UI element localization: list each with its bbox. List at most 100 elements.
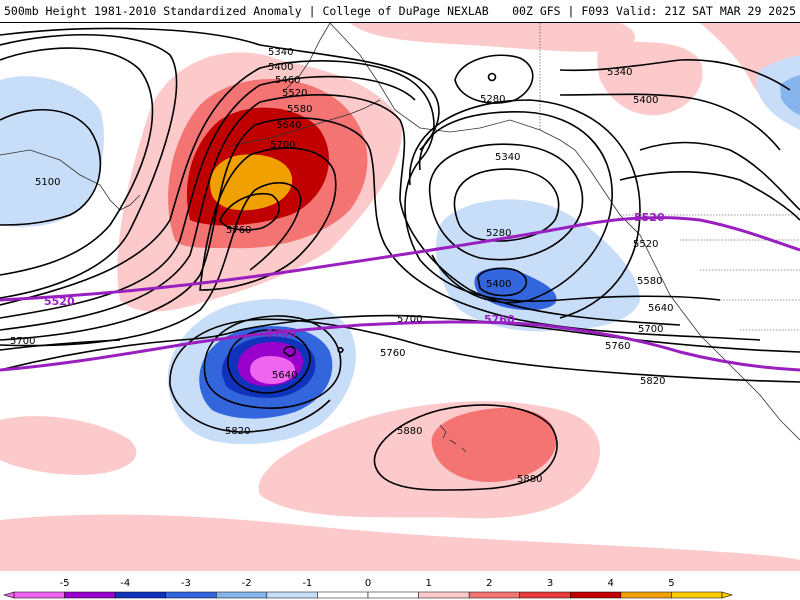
contour-5220: [0, 47, 154, 276]
label-5640-low: 5640: [272, 370, 297, 381]
contour-gulf-5340: [428, 143, 584, 261]
contour-5100: [0, 108, 102, 226]
label-5400-top: 5400: [268, 62, 293, 73]
thick-contour-labels: 5520 5520 5760 5760: [44, 211, 665, 340]
contour-5760: [219, 193, 281, 231]
colorbar-tick-label: 0: [365, 578, 371, 589]
colorbar-labels: -5 -4 -3 -2 -1 0 1 2 3 4 5: [60, 578, 675, 589]
thick-5520: [0, 216, 800, 302]
colorbar-swatch: [418, 591, 470, 599]
label-5700-left: 5700: [10, 336, 35, 347]
label-5640-coast: 5640: [648, 303, 673, 314]
anomaly-pos-south2: [431, 407, 557, 482]
contour-gulf-wrap2: [409, 99, 641, 319]
contour-ne-5400: [559, 93, 781, 151]
coast-aleutians: [229, 99, 381, 147]
coast-hawaii: [439, 424, 467, 453]
colorbar-swatch: [114, 591, 166, 599]
label-5880-hi: 5880: [397, 426, 422, 437]
colorbar-tick-label: 4: [608, 578, 614, 589]
label-5580-coast: 5580: [637, 276, 662, 287]
contour-ne-5340: [559, 58, 791, 91]
label-5340-top: 5340: [268, 47, 293, 58]
map-title: 500mb Height 1981-2010 Standardized Anom…: [4, 4, 489, 18]
contour-gulf-wrap1: [418, 111, 613, 304]
label-5640-top: 5640: [276, 120, 301, 131]
label-5700-top: 5700: [270, 140, 295, 151]
colorbar-tick-label: 1: [425, 578, 431, 589]
colorbar-swatch: [570, 591, 622, 599]
colorbar-swatch: [64, 591, 116, 599]
colorbar-tick-label: -4: [120, 578, 130, 589]
contour-low-5760: [0, 314, 800, 371]
contour-low-5700: [203, 315, 342, 409]
colorbar-swatches: [13, 591, 723, 599]
border-canada: [539, 23, 800, 216]
label-thick-5760-low: 5760: [266, 327, 297, 340]
anomaly-pos-4: [210, 154, 293, 211]
model-run-info: 00Z GFS | F093 Valid: 21Z SAT MAR 29 202…: [512, 4, 796, 18]
colorbar-swatch: [620, 591, 672, 599]
anomaly-neg-low5: [250, 356, 295, 384]
colorbar-swatch: [266, 591, 318, 599]
label-5340-gulf: 5340: [495, 152, 520, 163]
anomaly-pos-bottom: [0, 514, 800, 571]
contour-5520: [0, 94, 681, 331]
contour-ne-b: [619, 170, 800, 221]
label-5340-ne: 5340: [607, 67, 632, 78]
colorbar-swatch: [468, 591, 520, 599]
label-5880-hi2: 5880: [517, 474, 542, 485]
contour-gulf-5400: [477, 267, 528, 297]
coast-bering: [284, 23, 331, 91]
contour-labels: 5340 5400 5460 5520 5580 5640 5700 5760 …: [10, 47, 673, 485]
colorbar-tick-label: -3: [181, 578, 191, 589]
colorbar-arrow-left: [2, 591, 15, 599]
colorbar-tick-label: -5: [60, 578, 70, 589]
contour-small-low: [283, 345, 296, 357]
contour-5460: [0, 75, 416, 319]
label-thick-5520-right: 5520: [634, 211, 665, 224]
colorbar-swatch: [13, 591, 65, 599]
colorbar-tick-label: -2: [242, 578, 252, 589]
label-5820-low: 5820: [225, 426, 250, 437]
coast-alaska: [329, 23, 800, 441]
colorbar-tick-label: 2: [486, 578, 492, 589]
anomaly-neg-ne: [756, 55, 800, 130]
colorbar-swatch: [317, 591, 369, 599]
coast-siberia: [0, 149, 141, 211]
anomaly-neg-ne2: [780, 75, 800, 115]
contour-w-5700: [0, 339, 121, 351]
colorbar-swatch: [519, 591, 571, 599]
colorbar-arrow-right: [721, 591, 734, 599]
label-5820-coast: 5820: [640, 376, 665, 387]
label-5520-top: 5520: [282, 88, 307, 99]
border-states: [680, 239, 800, 331]
contour-5700: [0, 181, 302, 347]
contour-small-low2: [337, 346, 344, 354]
contour-5880: [373, 404, 558, 491]
label-5400-ne: 5400: [633, 95, 658, 106]
label-5280-ak: 5280: [480, 94, 505, 105]
label-5580-top: 5580: [287, 104, 312, 115]
contour-5640: [199, 147, 337, 291]
colorbar-swatch: [216, 591, 268, 599]
contour-ak-small: [487, 72, 497, 82]
label-5760-coast: 5760: [605, 341, 630, 352]
label-thick-5520-left: 5520: [44, 295, 75, 308]
label-5760-low: 5760: [226, 225, 251, 236]
anomaly-colorbar: -5 -4 -3 -2 -1 0 1 2 3 4 5: [2, 578, 734, 599]
colorbar-swatch: [165, 591, 217, 599]
colorbar-tick-label: 5: [668, 578, 674, 589]
contour-low-5820b: [169, 384, 331, 433]
label-5760-mid: 5760: [380, 348, 405, 359]
contour-ak-5280: [454, 54, 534, 104]
contour-5280: [0, 33, 178, 299]
map-header: 500mb Height 1981-2010 Standardized Anom…: [0, 0, 800, 23]
label-5700-mid: 5700: [397, 314, 422, 325]
label-5280-gulf: 5280: [486, 228, 511, 239]
anomaly-neg-nw: [0, 76, 104, 227]
colorbar-tick-label: -1: [302, 578, 312, 589]
colorbar-swatch: [671, 591, 723, 599]
colorbar-tick-label: 3: [547, 578, 553, 589]
